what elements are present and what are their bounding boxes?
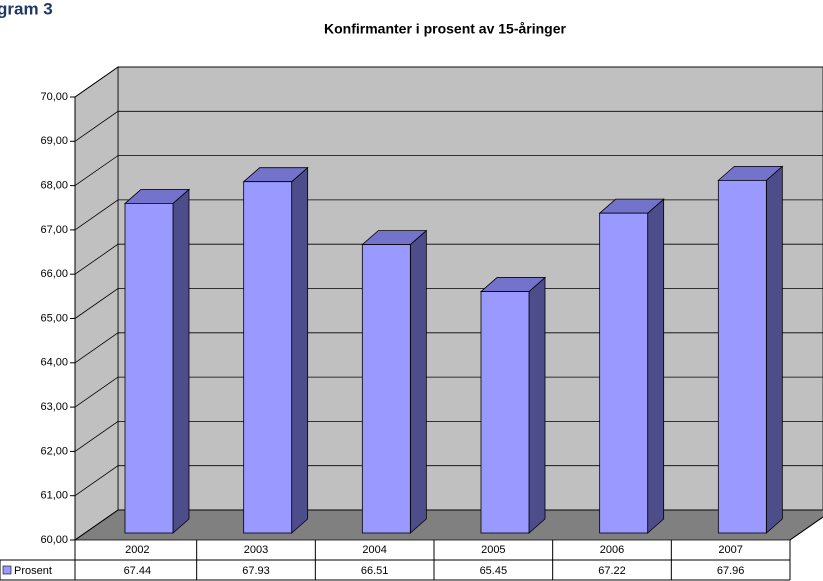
bar-side bbox=[172, 188, 190, 534]
bar bbox=[599, 212, 649, 534]
grid-line bbox=[74, 288, 823, 319]
grid-line bbox=[74, 66, 823, 98]
table-value: 67.22 bbox=[598, 565, 626, 577]
bar-side bbox=[409, 229, 427, 534]
chart-title: Konfirmanter i prosent av 15-åringer bbox=[324, 21, 567, 37]
bar-side bbox=[765, 165, 783, 534]
y-tick-label: 60,00 bbox=[40, 534, 68, 546]
grid-line bbox=[74, 199, 823, 231]
table-value: 67.44 bbox=[124, 565, 152, 577]
table-value: 65.45 bbox=[480, 565, 508, 577]
bar bbox=[243, 181, 293, 534]
grid-line bbox=[74, 376, 823, 408]
table-value: 66.51 bbox=[361, 565, 389, 577]
grid-line bbox=[74, 243, 823, 275]
y-tick-label: 64,00 bbox=[40, 357, 68, 369]
x-tick-label: 2004 bbox=[362, 544, 386, 556]
grid-line bbox=[74, 155, 823, 186]
y-tick-label: 63,00 bbox=[40, 401, 68, 413]
y-tick-label: 62,00 bbox=[40, 445, 68, 457]
bar-side bbox=[647, 198, 665, 534]
legend-label: Prosent bbox=[14, 565, 52, 577]
x-tick-label: 2005 bbox=[481, 544, 505, 556]
y-tick-label: 66,00 bbox=[40, 268, 68, 280]
bar-side bbox=[528, 276, 546, 534]
x-tick-label: 2002 bbox=[125, 544, 149, 556]
x-tick-label: 2007 bbox=[718, 544, 742, 556]
heading: gram 3 bbox=[0, 0, 53, 18]
bar-side bbox=[291, 166, 309, 534]
x-tick-label: 2003 bbox=[244, 544, 268, 556]
y-tick-label: 70,00 bbox=[40, 91, 68, 103]
y-tick-label: 67,00 bbox=[40, 224, 68, 236]
legend-swatch bbox=[2, 565, 12, 575]
x-tick-label: 2006 bbox=[600, 544, 624, 556]
table-value: 67.96 bbox=[717, 565, 745, 577]
grid-line bbox=[74, 509, 823, 541]
y-tick-label: 61,00 bbox=[40, 490, 68, 502]
grid-line bbox=[74, 332, 823, 364]
grid-line bbox=[74, 465, 823, 497]
bar bbox=[124, 203, 174, 534]
grid-line bbox=[74, 420, 823, 452]
table-value: 67.93 bbox=[242, 565, 270, 577]
bar bbox=[717, 179, 767, 534]
y-tick-label: 68,00 bbox=[40, 180, 68, 192]
bar bbox=[480, 291, 530, 534]
y-tick-label: 65,00 bbox=[40, 312, 68, 324]
bar bbox=[361, 244, 411, 534]
grid-line bbox=[74, 110, 823, 142]
y-tick-label: 69,00 bbox=[40, 135, 68, 147]
table-line bbox=[789, 516, 823, 541]
